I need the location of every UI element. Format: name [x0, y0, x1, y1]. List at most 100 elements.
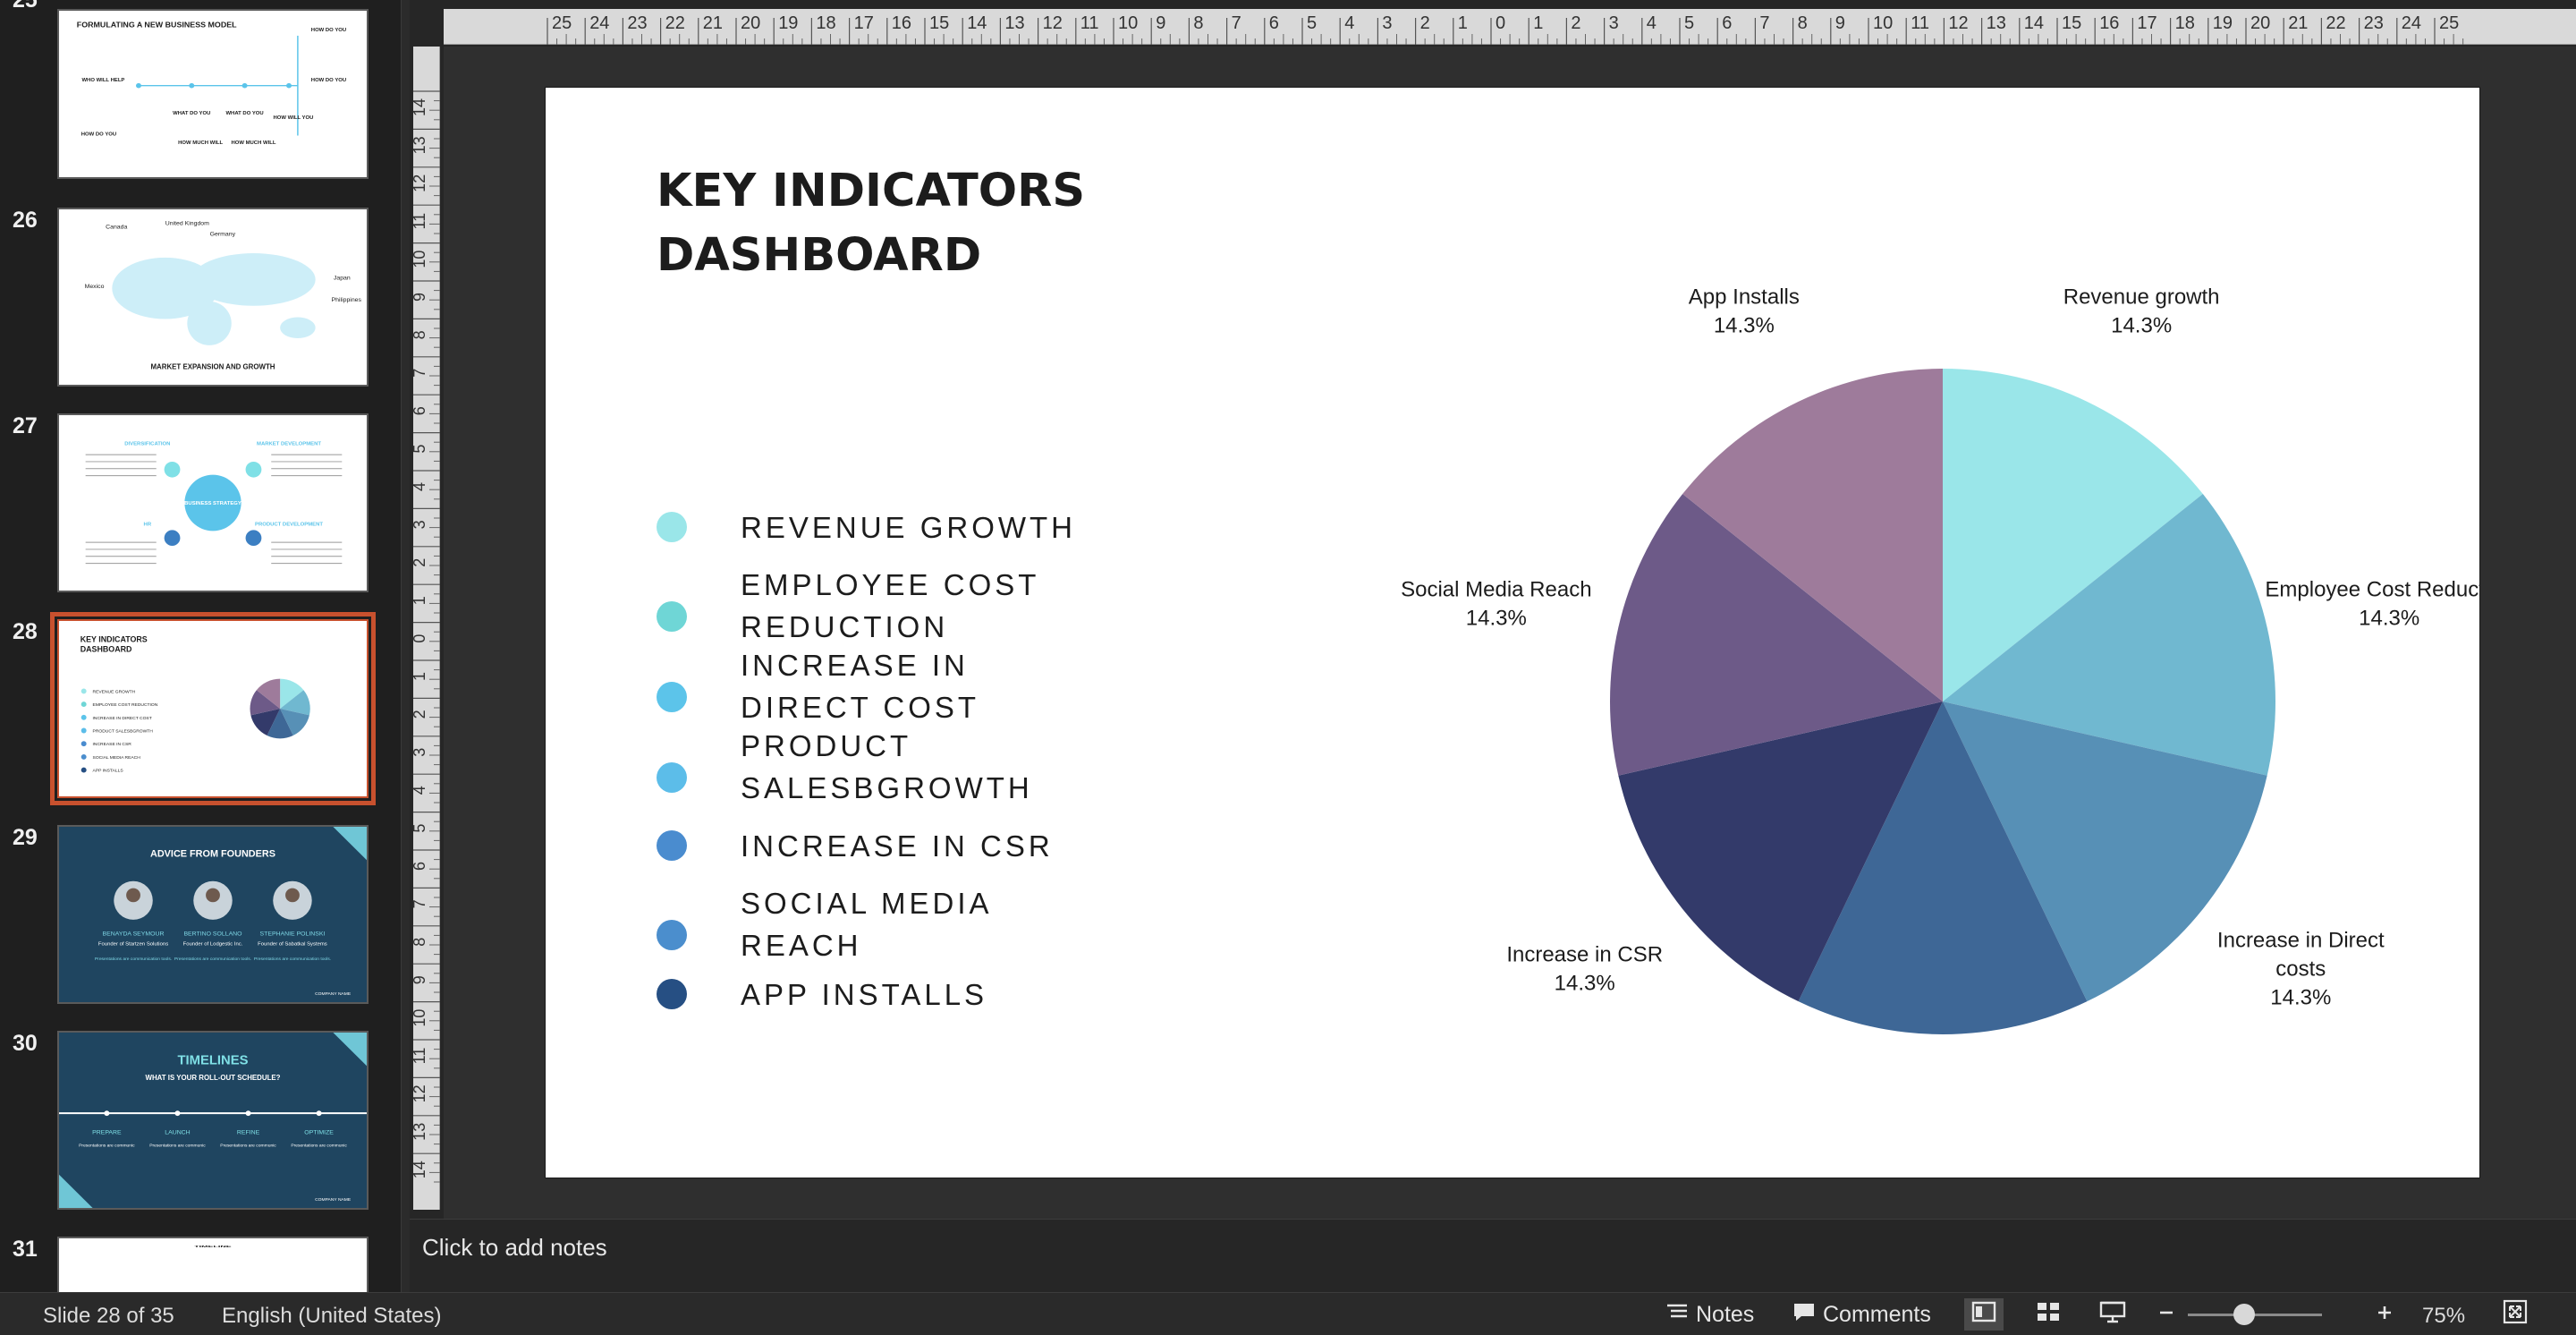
legend-marker-icon	[657, 601, 687, 632]
pie-slice[interactable]	[1943, 494, 2275, 776]
notes-placeholder[interactable]: Click to add notes	[422, 1234, 607, 1261]
pie-category-label: costs	[2275, 957, 2326, 982]
slide-sorter-button[interactable]	[2029, 1298, 2068, 1331]
ruler-label: 7	[413, 369, 428, 378]
pie-slice[interactable]	[1682, 369, 1943, 702]
ruler-label: 2	[413, 558, 428, 567]
slide-thumbnail[interactable]: KEY INDICATORS DASHBOARD REVENUE GROWTH EMP…	[50, 612, 376, 805]
ruler-label: 15	[2062, 13, 2081, 33]
pie-slice-label[interactable]: Increase in CSR 14.3%	[1506, 943, 1663, 996]
legend-marker-icon	[657, 682, 687, 712]
pie-percent-label: 14.3%	[1466, 607, 1527, 631]
pie-slice-label[interactable]: App Installs 14.3%	[1689, 285, 1800, 338]
slide-thumbnail[interactable]: Canada United Kingdom Germany Mexico Japan Ph…	[57, 208, 369, 387]
pie-slice-label[interactable]: Revenue growth 14.3%	[2063, 285, 2220, 338]
thumbnail-text: HOW DO YOU	[311, 28, 346, 33]
language-indicator[interactable]: English (United States)	[222, 1304, 442, 1328]
pie-percent-label: 14.3%	[1714, 314, 1775, 338]
legend-label: INCREASE IN DIRECT COST	[741, 644, 1116, 728]
thumbnail-text: Philippines	[332, 297, 362, 303]
thumbnail-subtitle: WHAT IS YOUR ROLL-OUT SCHEDULE?	[146, 1074, 281, 1082]
slide-number: 28	[13, 619, 38, 644]
zoom-in-button[interactable]	[2365, 1298, 2404, 1331]
zoom-out-button[interactable]	[2147, 1298, 2186, 1331]
pie-slice-label[interactable]: Social Media Reach 14.3%	[1401, 578, 1591, 631]
pie-slice-label[interactable]: Employee Cost Reduction 14.3%	[2265, 578, 2479, 631]
ruler-label: 10	[413, 251, 428, 268]
notes-pane[interactable]: Click to add notes	[410, 1219, 2576, 1292]
ruler-label: 10	[1118, 13, 1138, 33]
slideshow-button[interactable]	[2093, 1298, 2132, 1331]
legend-label: INCREASE IN CSR	[741, 825, 1116, 867]
thumbnail-text: Presentations are communic	[291, 1143, 347, 1148]
thumbnail-scrollbar[interactable]	[401, 0, 410, 1292]
ruler-label: 12	[413, 1084, 428, 1102]
thumbnail-text: HOW DO YOU	[81, 132, 116, 138]
thumbnail-text: STEPHANIE POLINSKI	[260, 931, 326, 938]
pie-slice[interactable]	[1618, 702, 1943, 1002]
plus-icon	[2377, 1302, 2393, 1327]
normal-view-icon	[1971, 1301, 1996, 1329]
ruler-label: 7	[413, 899, 428, 908]
legend-label: REVENUE GROWTH	[741, 506, 1116, 548]
thumbnail-text: Mexico	[85, 284, 105, 290]
ruler-label: 6	[1269, 13, 1279, 33]
ruler-label: 2	[1571, 13, 1580, 33]
slide-counter: Slide 28 of 35	[43, 1304, 174, 1328]
pie-slice[interactable]	[1943, 369, 2203, 702]
ruler-label: 25	[2439, 13, 2459, 33]
pie-percent-label: 14.3%	[2111, 314, 2172, 338]
ruler-label: 23	[627, 13, 647, 33]
current-slide[interactable]: KEY INDICATORS DASHBOARD REVENUE GROWTH E…	[546, 88, 2479, 1178]
ruler-label: 0	[413, 634, 428, 643]
pie-slice[interactable]	[1943, 702, 2267, 1002]
thumbnail-text: REFINE	[237, 1130, 260, 1136]
ruler-label: 0	[1496, 13, 1505, 33]
thumbnail-text: Germany	[210, 231, 236, 237]
slide-title[interactable]: KEY INDICATORS DASHBOARD	[657, 159, 1283, 288]
zoom-level[interactable]: 75%	[2422, 1304, 2466, 1328]
ruler-label: 5	[1307, 13, 1317, 33]
ruler-label: 6	[1722, 13, 1732, 33]
pie-slice[interactable]	[1798, 702, 2088, 1034]
fit-to-window-button[interactable]	[2496, 1298, 2535, 1331]
legend-label-line: DIRECT COST	[741, 691, 980, 724]
normal-view-button[interactable]	[1964, 1298, 2004, 1331]
ruler-label: 3	[413, 748, 428, 757]
pie-slice[interactable]	[1610, 494, 1943, 776]
ruler-label: 14	[413, 98, 428, 116]
ruler-label: 1	[1458, 13, 1468, 33]
thumbnail-text: WHO WILL HELP	[81, 78, 124, 83]
thumbnail-text: United Kingdom	[165, 221, 209, 227]
slide-thumbnail[interactable]: BUSINESS STRATEGY DIVERSIFICATION MARKET D…	[57, 413, 369, 592]
comments-button[interactable]: Comments	[1792, 1298, 1931, 1331]
slide-thumbnail-pane[interactable]: 25 FORMULATING A NEW BUSINESS MODEL WHO WI…	[0, 0, 401, 1292]
ruler-label: 13	[413, 136, 428, 154]
zoom-slider-handle[interactable]	[2233, 1304, 2255, 1325]
ruler-label: 2	[1420, 13, 1430, 33]
notes-button[interactable]: Notes	[1665, 1298, 1754, 1331]
zoom-slider[interactable]	[2188, 1314, 2322, 1316]
legend-label: PRODUCT SALESBGROWTH	[741, 725, 1116, 809]
slide-thumbnail[interactable]: TIMELINES WHAT IS YOUR ROLL-OUT SCHEDULE?…	[57, 1031, 369, 1210]
legend-label: APP INSTALLS	[741, 974, 1116, 1016]
slide-thumbnail[interactable]: FORMULATING A NEW BUSINESS MODEL WHO WILL…	[57, 9, 369, 179]
thumbnail-text: WHAT DO YOU	[225, 111, 263, 116]
ruler-label: 13	[413, 1123, 428, 1141]
pie-category-label: Increase in Direct	[2217, 929, 2385, 953]
thumbnail-text: INCREASE IN DIRECT COST	[93, 716, 152, 721]
thumbnail-text: REVENUE GROWTH	[93, 689, 136, 694]
pie-slice-label[interactable]: Increase in Direct costs 14.3%	[2217, 929, 2385, 1010]
grid-view-icon	[2036, 1301, 2061, 1329]
pie-percent-label: 14.3%	[2270, 986, 2331, 1010]
slide-thumbnail[interactable]: ADVICE FROM FOUNDERS BENAYDA SEYMOUR Found…	[57, 825, 369, 1004]
thumbnail-title: DASHBOARD	[80, 644, 132, 653]
slide-editor-canvas[interactable]: KEY INDICATORS DASHBOARD REVENUE GROWTH E…	[444, 47, 2576, 1219]
slide-thumbnail[interactable]: TIMELINE	[57, 1237, 369, 1292]
thumbnail-text: Founder of Sabatkal Systems	[258, 941, 327, 947]
pie-percent-label: 14.3%	[1555, 972, 1615, 996]
legend-label-line: APP INSTALLS	[741, 978, 988, 1011]
ruler-label: 13	[1004, 13, 1024, 33]
